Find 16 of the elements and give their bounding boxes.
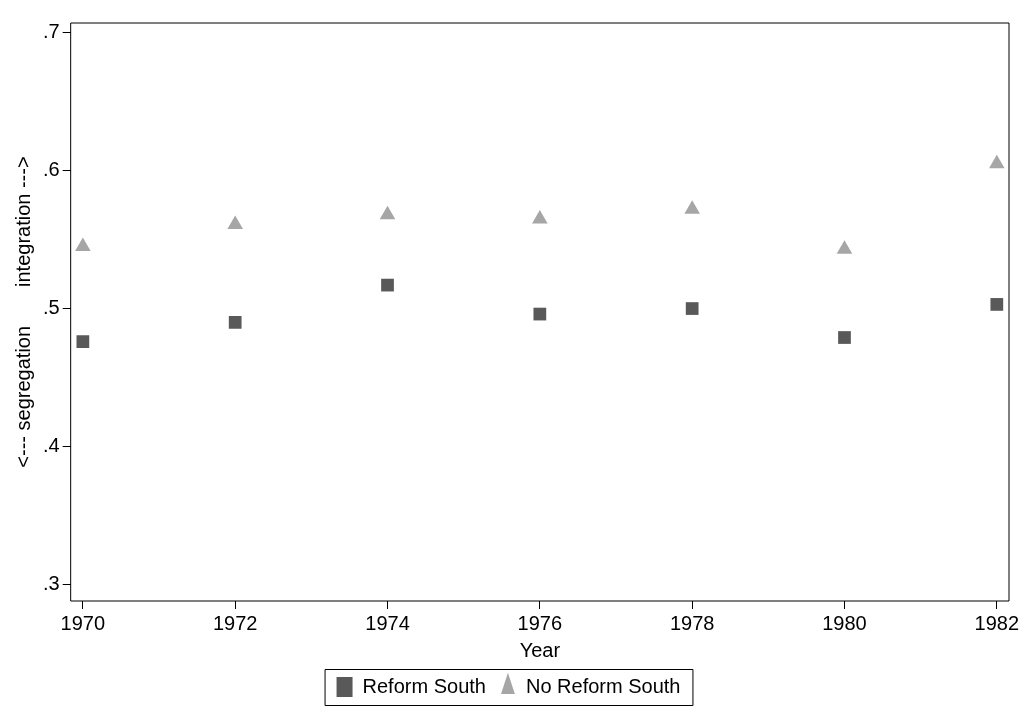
x-tick-label: 1976 [517, 611, 563, 634]
x-tick-label: 1982 [974, 611, 1020, 634]
x-tick-label: 1970 [60, 611, 106, 634]
x-axis-title: Year [519, 638, 561, 661]
x-tick-label: 1978 [669, 611, 715, 634]
y-tick-label: .3 [42, 571, 60, 594]
legend-label: Reform South [362, 674, 486, 697]
y-tick-label: .6 [42, 158, 60, 181]
x-tick-label: 1972 [212, 611, 258, 634]
y-tick-label: .4 [42, 434, 60, 457]
x-tick-label: 1980 [822, 611, 867, 634]
y-axis-title: <--- segregation integration ---> [11, 156, 34, 468]
y-tick-label: .5 [42, 296, 60, 319]
legend-label: No Reform South [525, 674, 681, 697]
x-tick-label: 1974 [365, 611, 410, 634]
y-tick-label: .7 [42, 20, 60, 43]
